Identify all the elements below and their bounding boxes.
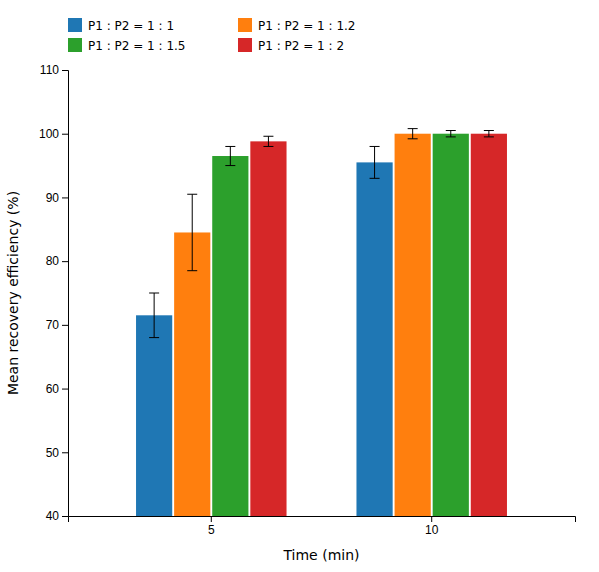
y-tick-label: 110 [40,63,59,77]
legend-item: P1 : P2 = 1 : 2 [238,38,344,53]
legend-swatch [238,38,252,52]
y-tick: 110 [40,63,68,77]
legend-swatch [238,18,252,32]
x-axis: 5 10 [69,516,576,537]
series [174,129,431,516]
legend-item: P1 : P2 = 1 : 1.2 [238,18,356,33]
legend-label: P1 : P2 = 1 : 1.2 [258,19,356,33]
y-tick-mark [62,452,68,453]
legend: P1 : P2 = 1 : 1 P1 : P2 = 1 : 1.2 P1 : P2 … [68,18,356,53]
y-tick-mark [62,197,68,198]
y-tick-label: 60 [46,382,60,396]
bar [250,141,286,516]
error-bar [149,293,159,338]
y-tick-label: 70 [46,318,60,332]
y-tick: 90 [46,191,68,205]
y-tick: 80 [46,254,68,268]
y-tick-label: 50 [46,446,60,460]
y-axis: 40 50 60 70 80 90 100 110 [39,63,69,523]
legend-label: P1 : P2 = 1 : 1.5 [88,39,186,53]
bar [433,134,469,516]
bar [395,134,431,516]
y-axis-line [62,71,69,517]
bar [471,134,507,516]
x-axis-title: Time (min) [282,547,359,563]
error-bar [408,129,418,139]
bars [136,129,507,516]
x-tick: 5 [208,516,215,537]
y-tick-mark [62,134,68,135]
legend-label: P1 : P2 = 1 : 2 [258,39,344,53]
y-axis-title: Mean recovery efficiency (%) [5,191,21,395]
x-axis-line [69,517,576,523]
x-tick-label: 10 [425,523,439,537]
y-tick: 40 [46,509,68,523]
series [212,131,469,516]
error-bar [225,146,235,165]
legend-item: P1 : P2 = 1 : 1.5 [68,38,186,53]
series [250,131,507,516]
y-tick-mark [62,325,68,326]
error-bar [370,146,380,178]
legend-swatch [68,38,82,52]
bar [174,232,210,516]
bar [212,156,248,516]
x-tick-mark [211,516,212,522]
y-tick: 100 [39,127,68,141]
y-tick-label: 90 [46,191,60,205]
error-bar [187,194,197,270]
x-tick-mark [431,516,432,522]
y-tick-mark [62,516,68,517]
y-tick: 60 [46,382,68,396]
y-tick-mark [62,389,68,390]
y-tick-mark [62,261,68,262]
bar [136,315,172,516]
error-bar [446,131,456,137]
bar [356,162,392,516]
y-tick: 70 [46,318,68,332]
y-tick-label: 80 [46,254,60,268]
error-bar [484,131,494,137]
y-tick: 50 [46,446,68,460]
x-tick-label: 5 [208,523,215,537]
legend-label: P1 : P2 = 1 : 1 [88,19,174,33]
y-tick-label: 40 [46,509,60,523]
legend-swatch [68,18,82,32]
plot: 5 10 40 50 60 70 80 90 100 110 [39,63,576,536]
y-tick-mark [62,70,68,71]
legend-item: P1 : P2 = 1 : 1 [68,18,174,33]
chart: 5 10 40 50 60 70 80 90 100 110 Time (min) Mean reco… [0,0,599,572]
error-bar [263,136,273,146]
x-tick: 10 [425,516,439,537]
y-tick-label: 100 [39,127,59,141]
